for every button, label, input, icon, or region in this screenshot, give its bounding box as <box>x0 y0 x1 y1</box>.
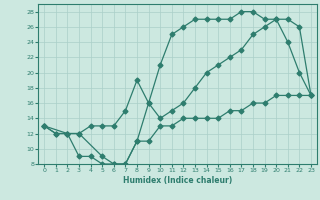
X-axis label: Humidex (Indice chaleur): Humidex (Indice chaleur) <box>123 176 232 185</box>
